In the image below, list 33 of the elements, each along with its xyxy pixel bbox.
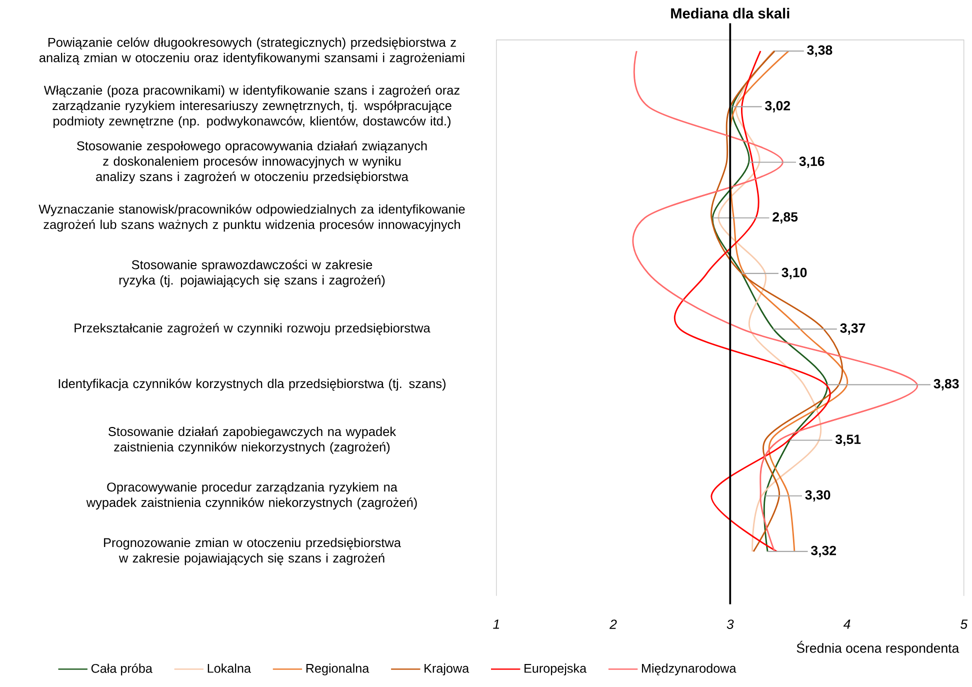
data-label: 3,16 [799,156,824,168]
x-tick-label: 5 [960,619,968,629]
legend-label: Europejska [524,663,587,676]
data-label: 3,10 [782,268,807,280]
data-label: 3,37 [840,323,866,335]
legend-label: Regionalna [306,663,370,676]
x-tick-label: 1 [493,619,499,629]
y-tick-label: Prognozowanie zmian w otoczeniu przedsiębiorstwa w zakresie pojawiających się szans i zagrożeń [104,538,401,566]
legend-label: Krajowa [424,663,470,676]
legend-label: Międzynarodowa [642,663,736,676]
data-label: 3,32 [811,546,836,558]
y-tick-label: Powiązanie celów długookresowych (strategicznych) przedsiębiorstwa z analizą zmian w otoczeniu oraz identyfikowanymi szansami i zagrożeniami [39,37,464,65]
y-tick-label: Opracowywanie procedur zarządzania ryzykiem na wypadek zaistnienia czynników niekorzystnych (zagrożeń) [86,482,417,510]
data-label: 3,51 [835,434,861,446]
legend-label: Lokalna [208,663,251,673]
x-tick-label: 3 [726,620,734,629]
x-tick-label: 4 [843,619,850,629]
y-tick-label: Stosowanie sprawozdawczości w zakresie ryzyka (tj. pojawiających się szans i zagrożeń) [119,260,385,288]
x-axis-title: Średnia ocena respondenta [796,640,960,656]
legend-label: Cała próba [91,663,152,676]
y-tick-label: Stosowanie zespołowego opracowywania działań związanych z doskonaleniem procesów innowacyjnych w wyniku analizy szans i zagrożeń w otoczeniu przedsiębiorstwa [77,140,427,184]
y-tick-label: Identyfikacja czynników korzystnych dla przedsiębiorstwa (tj. szans) [58,378,446,391]
data-label: 3,83 [934,378,959,390]
data-label: 3,30 [805,490,830,502]
ref-line-label: Mediana dla skali [671,8,790,18]
y-tick-label: Przekształcanie zagrożeń w czynniki rozwoju przedsiębiorstwa [74,322,430,335]
x-tick-label: 2 [610,620,617,629]
data-label: 3,02 [765,100,790,112]
y-tick-label: Wyznaczanie stanowisk/pracowników odpowiedzialnych za identyfikowanie zagrożeń lub szans ważnych z punktu widzenia procesów innowacyjnych [38,204,465,232]
data-label: 2,85 [772,212,798,224]
data-label: 3,38 [807,45,832,57]
y-tick-label: Włączanie (poza pracownikami) w identyfikowanie szans i zagrożeń oraz zarządzanie ryzykiem interesariuszy zewnętrznych, tj. współpracujące podmioty zewnętrzne (np. podwykonawców, klientów, dostawców itd.) [44,85,460,128]
y-tick-label: Stosowanie działań zapobiegawczych na wypadek zaistnienia czynników niekorzystnych (zagrożeń) [108,426,396,454]
